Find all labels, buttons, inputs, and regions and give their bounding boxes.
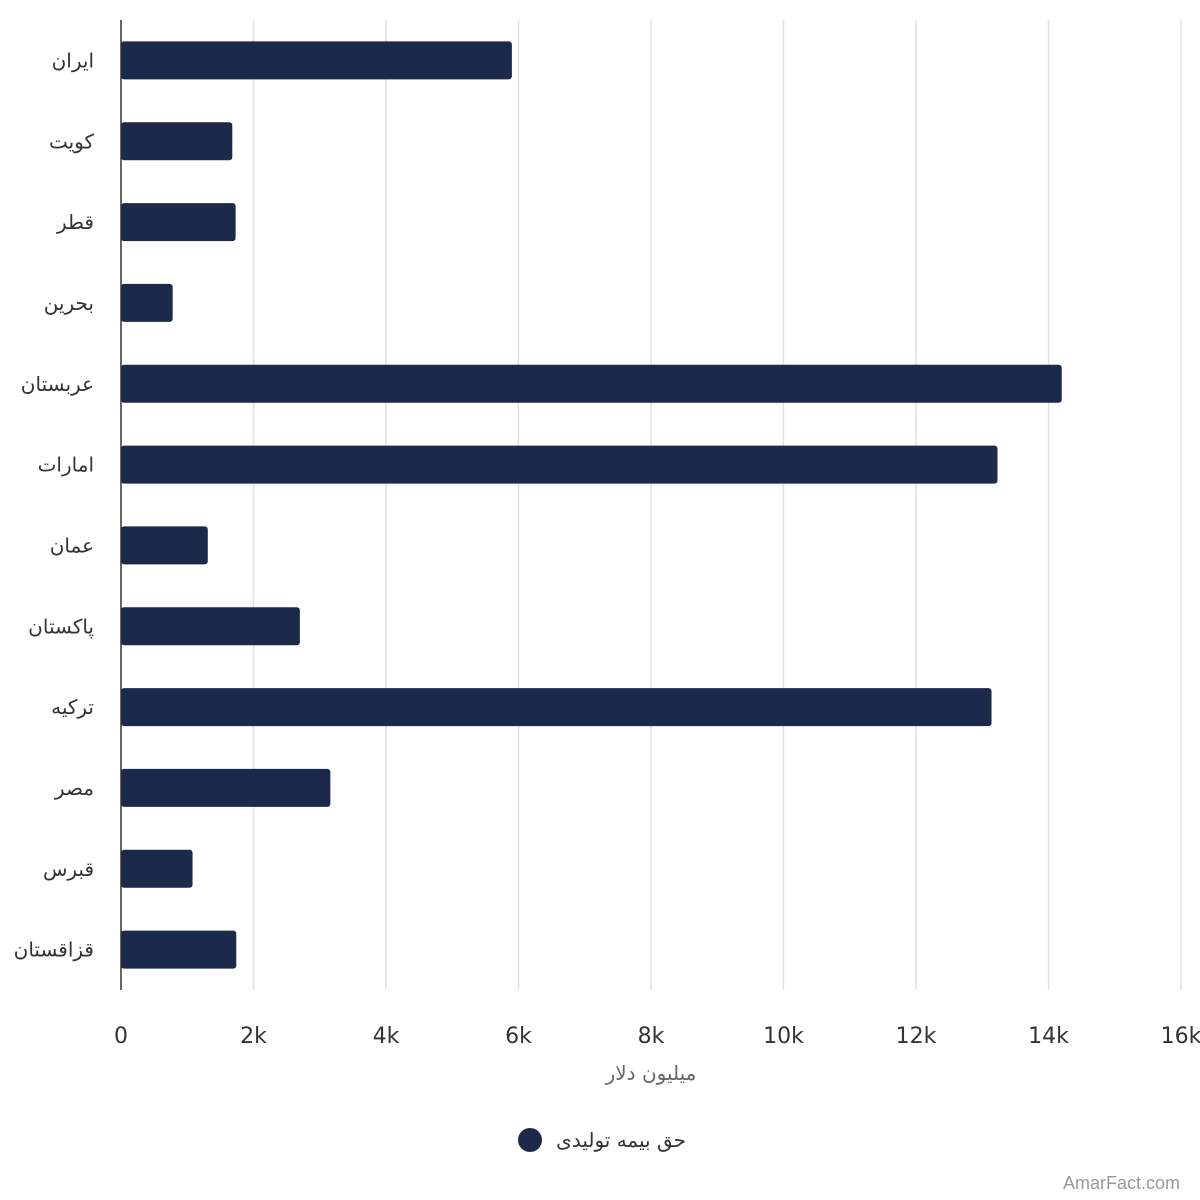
category-label: قبرس <box>43 857 94 881</box>
bars <box>121 41 1062 969</box>
bar[interactable] <box>121 122 233 161</box>
bar[interactable] <box>121 849 193 888</box>
x-axis-title: میلیون دلار <box>605 1061 697 1085</box>
category-label: ترکیه <box>51 695 94 719</box>
x-tick-label: 0 <box>114 1024 128 1049</box>
bar[interactable] <box>121 526 208 565</box>
category-label: عمان <box>50 533 94 557</box>
x-tick-label: 6k <box>505 1024 532 1049</box>
bar[interactable] <box>121 41 512 80</box>
legend-marker <box>518 1128 542 1152</box>
x-tick-labels: 0 2k 4k 6k 8k 10k 12k 14k 16k <box>114 1024 1200 1049</box>
x-tick-label: 10k <box>763 1024 804 1049</box>
category-label: قزاقستان <box>14 938 94 962</box>
x-tick-label: 16k <box>1161 1024 1200 1049</box>
category-label: قطر <box>56 210 94 234</box>
category-label: امارات <box>38 453 94 477</box>
category-label: عربستان <box>21 372 94 396</box>
legend[interactable]: حق بیمه تولیدی <box>518 1128 686 1152</box>
grid-lines <box>252 20 1182 990</box>
x-tick-label: 8k <box>638 1024 665 1049</box>
bar[interactable] <box>121 607 300 646</box>
legend-label: حق بیمه تولیدی <box>556 1128 686 1152</box>
category-label: مصر <box>54 776 94 800</box>
bar[interactable] <box>121 930 237 969</box>
credit-text[interactable]: AmarFact.com <box>1062 1173 1180 1193</box>
category-label: کویت <box>49 129 95 153</box>
category-label: پاکستان <box>28 614 94 639</box>
category-labels: ایران کویت قطر بحرین عربستان امارات عمان پاکستا… <box>14 48 95 961</box>
x-tick-label: 4k <box>373 1024 400 1049</box>
bar[interactable] <box>121 768 331 807</box>
x-tick-label: 14k <box>1028 1024 1069 1049</box>
bar[interactable] <box>121 283 173 322</box>
bar[interactable] <box>121 688 992 727</box>
bar[interactable] <box>121 364 1062 403</box>
category-label: بحرین <box>44 291 94 315</box>
bar[interactable] <box>121 445 998 484</box>
x-tick-label: 12k <box>896 1024 937 1049</box>
category-label: ایران <box>52 48 94 72</box>
bar[interactable] <box>121 203 236 242</box>
x-tick-label: 2k <box>240 1024 267 1049</box>
